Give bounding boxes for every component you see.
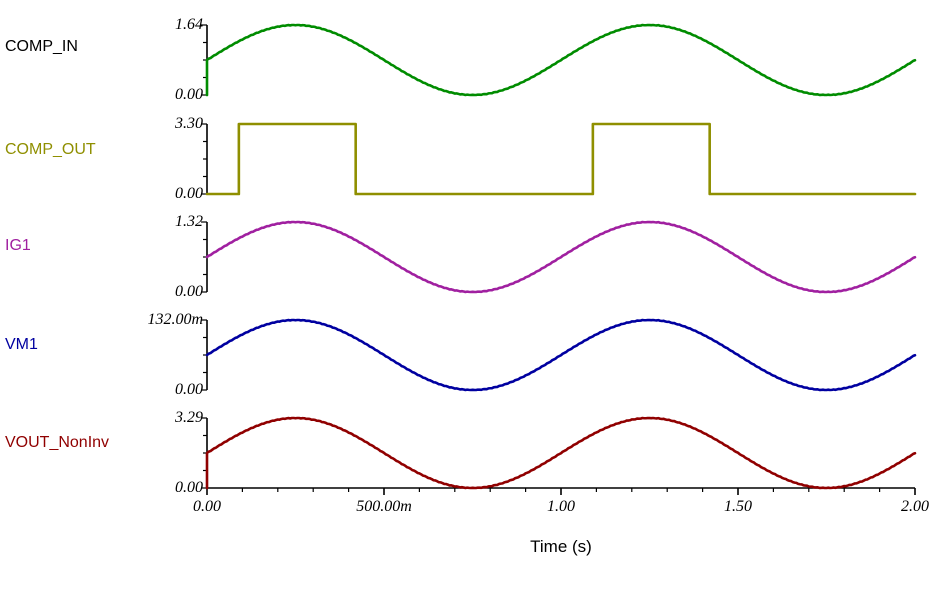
trace-label-comp-out: COMP_OUT	[5, 141, 96, 158]
y-max-label-ig1: 1.32	[175, 213, 203, 230]
y-max-label-comp-in: 1.64	[175, 16, 203, 33]
trace-label-vout-noninv: VOUT_NonInv	[5, 434, 110, 451]
y-max-label-comp-out: 3.30	[175, 115, 203, 132]
y-max-label-vout-noninv: 3.29	[175, 409, 203, 426]
x-tick-label: 1.00	[547, 498, 575, 515]
trace-label-comp-in: COMP_IN	[5, 38, 78, 55]
comp-in-waveform	[201, 23, 917, 97]
x-tick-label: 500.00m	[356, 498, 412, 515]
y-min-label-vm1: 0.00	[175, 381, 203, 398]
y-max-label-vm1: 132.00m	[147, 311, 203, 328]
ig1-waveform	[201, 220, 917, 294]
x-axis-title: Time (s)	[530, 537, 592, 556]
y-min-label-ig1: 0.00	[175, 283, 203, 300]
y-min-label-vout-noninv: 0.00	[175, 479, 203, 496]
comp-out-waveform	[201, 122, 917, 196]
vm1-waveform	[201, 318, 917, 392]
y-min-label-comp-in: 0.00	[175, 86, 203, 103]
trace-label-vm1: VM1	[5, 336, 38, 353]
y-min-label-comp-out: 0.00	[175, 185, 203, 202]
x-tick-label: 2.00	[901, 498, 929, 515]
x-tick-label: 0.00	[193, 498, 221, 515]
trace-label-ig1: IG1	[5, 237, 31, 254]
vout-noninv-waveform	[201, 416, 917, 495]
x-tick-label: 1.50	[724, 498, 752, 515]
